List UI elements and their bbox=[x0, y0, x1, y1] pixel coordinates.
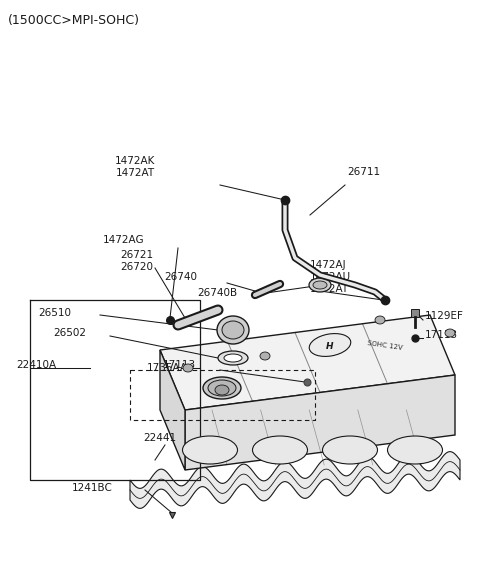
Ellipse shape bbox=[218, 351, 248, 365]
Ellipse shape bbox=[252, 436, 308, 464]
Text: 22441: 22441 bbox=[143, 433, 176, 443]
Text: 1241BC: 1241BC bbox=[72, 483, 113, 493]
Text: 26711: 26711 bbox=[347, 167, 380, 177]
Text: SOHC 12V: SOHC 12V bbox=[367, 340, 403, 350]
Polygon shape bbox=[160, 350, 185, 470]
Ellipse shape bbox=[203, 377, 241, 399]
Text: 1472AK
1472AT: 1472AK 1472AT bbox=[115, 156, 155, 178]
Ellipse shape bbox=[215, 385, 229, 395]
Text: 26721
26720: 26721 26720 bbox=[120, 250, 153, 272]
Ellipse shape bbox=[313, 281, 327, 289]
Text: 17113: 17113 bbox=[425, 330, 458, 340]
Ellipse shape bbox=[375, 316, 385, 324]
Ellipse shape bbox=[222, 321, 244, 339]
Ellipse shape bbox=[183, 364, 193, 372]
Ellipse shape bbox=[387, 436, 443, 464]
Polygon shape bbox=[160, 315, 455, 410]
Text: 26502: 26502 bbox=[53, 328, 86, 338]
Ellipse shape bbox=[309, 333, 351, 357]
Ellipse shape bbox=[445, 329, 455, 337]
Ellipse shape bbox=[309, 278, 331, 292]
Ellipse shape bbox=[323, 436, 377, 464]
Text: 22410A: 22410A bbox=[16, 360, 56, 370]
Polygon shape bbox=[411, 309, 419, 317]
Text: 1129EF: 1129EF bbox=[425, 311, 464, 321]
Text: 1735AA: 1735AA bbox=[147, 363, 188, 373]
Ellipse shape bbox=[182, 436, 238, 464]
Text: 26740: 26740 bbox=[164, 272, 197, 282]
Polygon shape bbox=[130, 452, 460, 508]
Text: 1472AG: 1472AG bbox=[103, 235, 144, 245]
Polygon shape bbox=[185, 375, 455, 470]
Text: 17113: 17113 bbox=[163, 360, 196, 370]
Text: 26510: 26510 bbox=[38, 308, 71, 318]
Text: H: H bbox=[326, 341, 334, 350]
Ellipse shape bbox=[224, 354, 242, 362]
Ellipse shape bbox=[208, 380, 236, 396]
Ellipse shape bbox=[260, 352, 270, 360]
Ellipse shape bbox=[217, 316, 249, 344]
Text: 1472AJ
1472AU
1472AT: 1472AJ 1472AU 1472AT bbox=[310, 260, 351, 294]
Text: 26740B: 26740B bbox=[197, 288, 237, 298]
Text: (1500CC>MPI-SOHC): (1500CC>MPI-SOHC) bbox=[8, 14, 140, 27]
